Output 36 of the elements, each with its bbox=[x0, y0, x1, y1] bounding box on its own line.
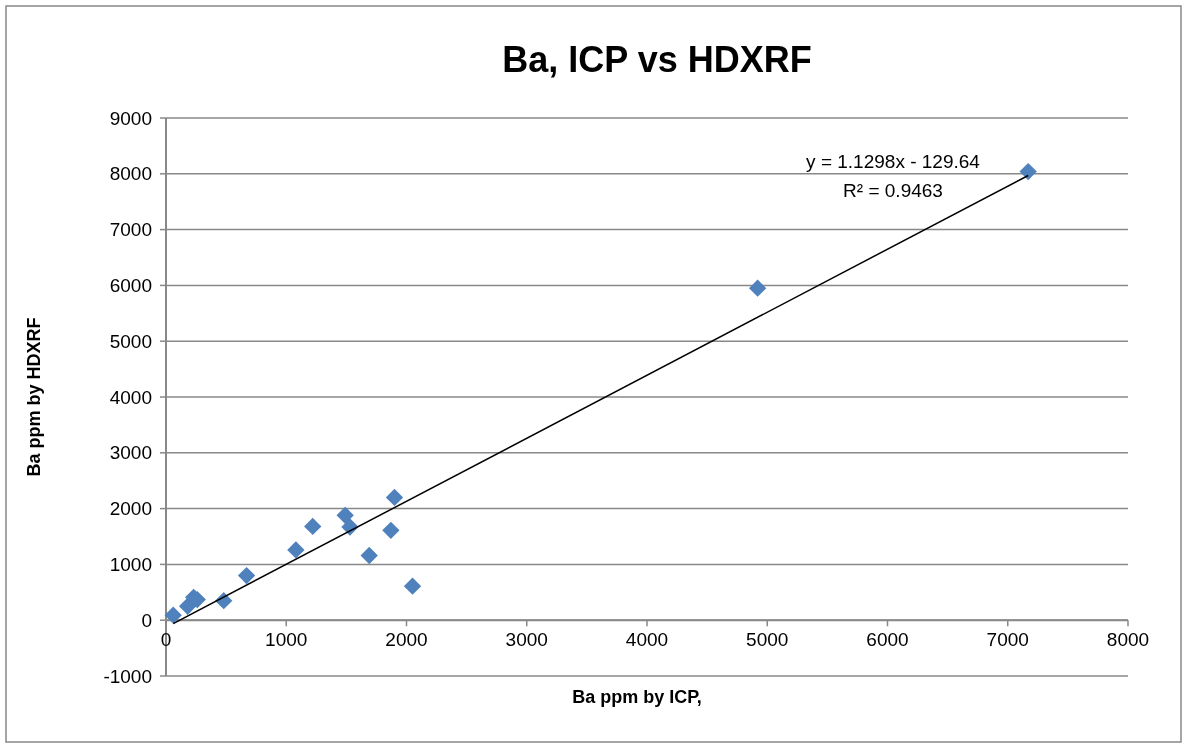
x-tick-label: 3000 bbox=[505, 629, 548, 651]
y-tick-label: 9000 bbox=[109, 107, 152, 129]
y-tick-label: 1000 bbox=[109, 554, 152, 576]
y-tick-label: 7000 bbox=[109, 219, 152, 241]
point bbox=[385, 488, 404, 507]
x-tick-label: 4000 bbox=[625, 629, 669, 651]
y-tick-label: 2000 bbox=[109, 498, 152, 520]
x-tick-label: 8000 bbox=[1106, 629, 1150, 651]
annotation: R² = 0.9463 bbox=[843, 180, 943, 201]
point bbox=[304, 517, 322, 536]
x-axis-title: Ba ppm by ICP, bbox=[572, 687, 702, 707]
y-tick-label: 4000 bbox=[109, 386, 152, 408]
point bbox=[287, 541, 305, 559]
y-tick-label: 3000 bbox=[109, 442, 152, 464]
x-tick-label: 0 bbox=[160, 629, 172, 651]
x-tick-label: 2000 bbox=[385, 629, 428, 651]
y-axis-title: Ba ppm by HDXRF bbox=[24, 317, 44, 477]
point bbox=[336, 506, 354, 524]
point bbox=[403, 577, 422, 595]
y-tick-label: 6000 bbox=[109, 275, 152, 297]
x-tick-label: 6000 bbox=[866, 629, 909, 651]
point bbox=[164, 606, 182, 624]
point bbox=[382, 521, 400, 540]
x-tick-label: 5000 bbox=[746, 629, 789, 651]
annotation: y = 1.1298x - 129.64 bbox=[806, 151, 981, 172]
x-tick-label: 7000 bbox=[986, 629, 1029, 651]
y-tick-label: 5000 bbox=[109, 330, 152, 352]
point bbox=[237, 566, 256, 585]
point bbox=[748, 279, 767, 297]
y-tick-label: 8000 bbox=[109, 163, 152, 185]
point bbox=[360, 546, 378, 565]
y-tick-label: 0 bbox=[141, 609, 152, 631]
point bbox=[1019, 162, 1037, 181]
x-tick-label: 1000 bbox=[265, 629, 308, 651]
chart-title: Ba, ICP vs HDXRF bbox=[502, 39, 812, 80]
y-tick-label: -1000 bbox=[103, 665, 152, 687]
